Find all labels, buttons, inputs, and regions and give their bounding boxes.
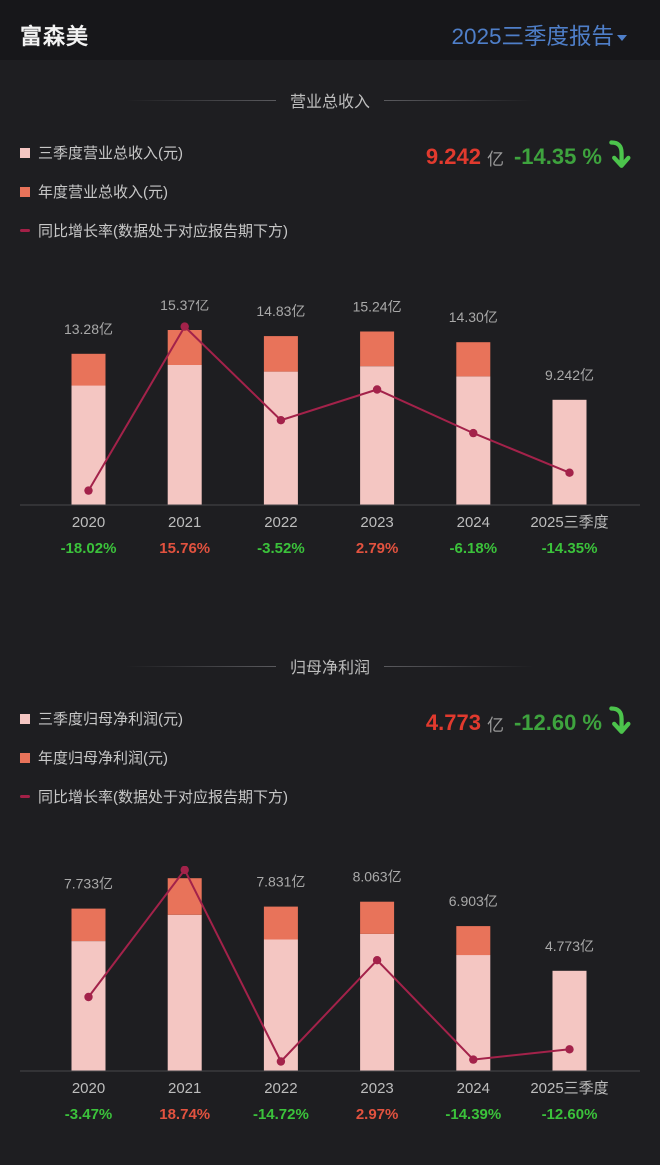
svg-text:4.773亿: 4.773亿: [545, 938, 594, 954]
svg-text:2024: 2024: [457, 1080, 490, 1097]
svg-text:2022: 2022: [264, 514, 297, 531]
svg-text:8.063亿: 8.063亿: [353, 869, 402, 885]
svg-text:-6.18%: -6.18%: [450, 540, 498, 557]
svg-text:15.76%: 15.76%: [159, 540, 210, 557]
svg-text:2021: 2021: [168, 514, 201, 531]
svg-text:2023: 2023: [360, 514, 393, 531]
svg-text:-14.72%: -14.72%: [253, 1106, 309, 1123]
svg-text:2025三季度: 2025三季度: [530, 1080, 608, 1097]
svg-text:2020: 2020: [72, 1080, 105, 1097]
svg-text:2021: 2021: [168, 1080, 201, 1097]
svg-text:2024: 2024: [457, 514, 490, 531]
svg-text:-3.52%: -3.52%: [257, 540, 305, 557]
svg-text:9.242亿: 9.242亿: [545, 367, 594, 383]
svg-text:15.37亿: 15.37亿: [160, 300, 209, 313]
svg-text:2023: 2023: [360, 1080, 393, 1097]
svg-text:2022: 2022: [264, 1080, 297, 1097]
svg-text:7.831亿: 7.831亿: [256, 874, 305, 890]
svg-text:7.733亿: 7.733亿: [64, 876, 113, 892]
svg-text:2020: 2020: [72, 514, 105, 531]
svg-text:13.28亿: 13.28亿: [64, 321, 113, 337]
svg-text:2025三季度: 2025三季度: [530, 514, 608, 531]
svg-text:-14.39%: -14.39%: [445, 1106, 501, 1123]
svg-text:14.83亿: 14.83亿: [256, 303, 305, 319]
svg-text:2.97%: 2.97%: [356, 1106, 399, 1123]
svg-text:-14.35%: -14.35%: [542, 540, 598, 557]
svg-text:6.903亿: 6.903亿: [449, 893, 498, 909]
svg-text:18.74%: 18.74%: [159, 1106, 210, 1123]
svg-text:14.30亿: 14.30亿: [449, 309, 498, 325]
svg-text:-3.47%: -3.47%: [65, 1106, 113, 1123]
svg-text:15.24亿: 15.24亿: [353, 300, 402, 315]
svg-text:-18.02%: -18.02%: [61, 540, 117, 557]
svg-text:-12.60%: -12.60%: [542, 1106, 598, 1123]
svg-text:2.79%: 2.79%: [356, 540, 399, 557]
